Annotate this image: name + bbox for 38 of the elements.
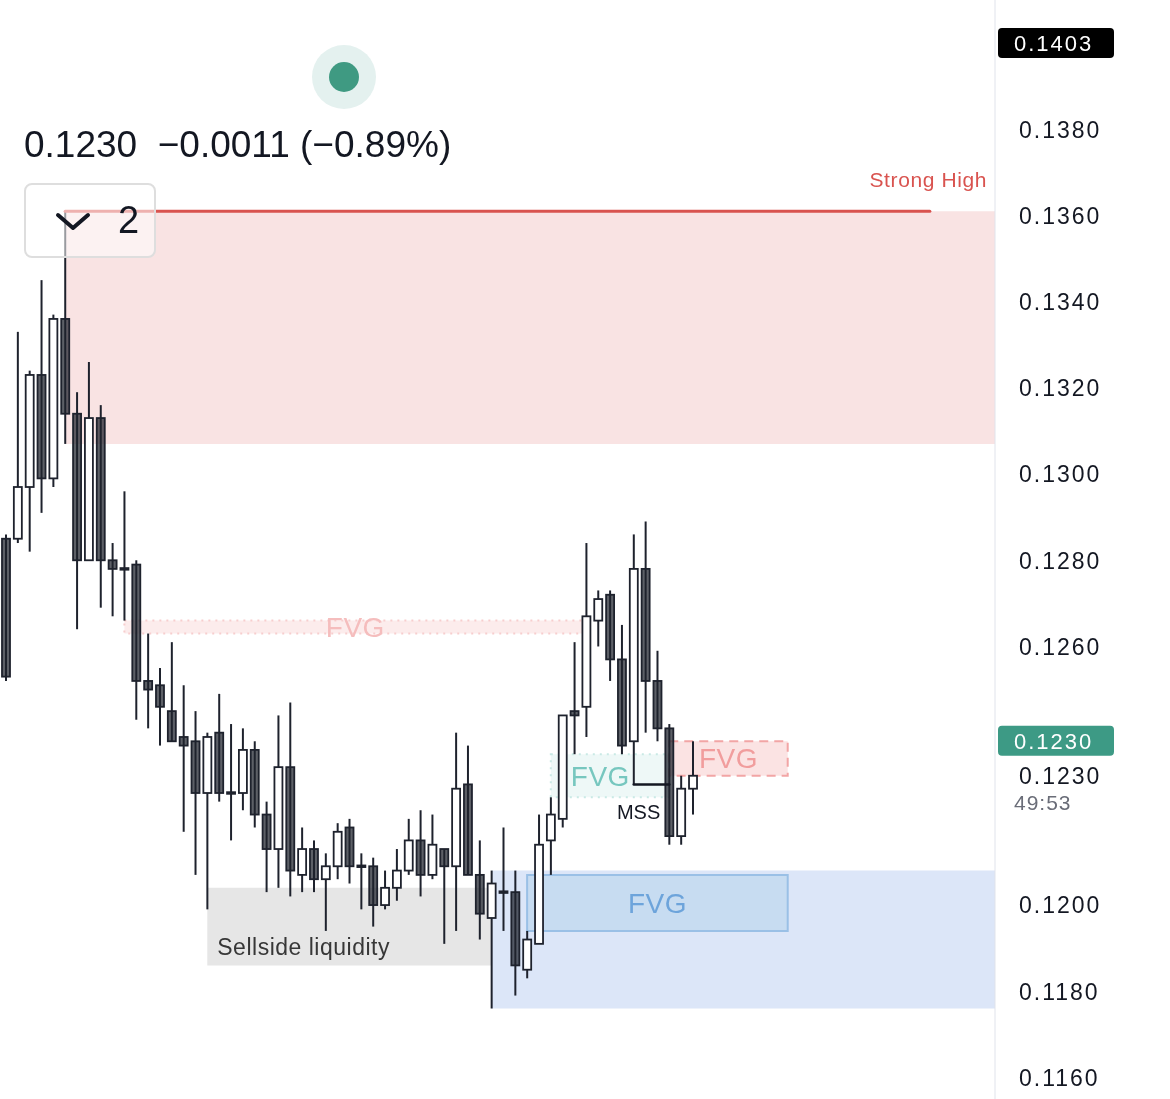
y-tick-label: 0.1160	[1019, 1064, 1100, 1091]
band-label: FVG	[627, 887, 687, 919]
candlestick	[155, 667, 165, 747]
text: 0.1230 −0.0011 (−0.89%)	[24, 123, 452, 167]
y-tick-label: 0.1360	[1019, 202, 1102, 229]
ref-line-label: Strong High	[869, 168, 987, 192]
band-label: FVG	[698, 743, 759, 775]
y-tick-label: 0.1200	[1019, 892, 1102, 919]
candlestick	[439, 848, 450, 945]
candlestick	[143, 632, 154, 730]
candlestick	[107, 542, 118, 618]
candlestick	[688, 740, 698, 816]
candlestick	[593, 589, 604, 648]
band-label: FVG	[325, 612, 385, 644]
y-tick-label: 0.1320	[1019, 375, 1102, 402]
y-tick-label: 0.1180	[1019, 978, 1100, 1005]
candlestick	[356, 852, 367, 911]
candlestick	[569, 641, 580, 756]
text: 49:53	[1014, 791, 1072, 815]
candlestick	[178, 684, 189, 833]
annotation: 2	[118, 199, 140, 241]
text: 0.1403	[1014, 30, 1094, 56]
candlestick	[498, 826, 509, 932]
band-label: FVG	[570, 760, 630, 792]
y-tick-label: 0.1260	[1019, 633, 1102, 660]
candlestick	[391, 848, 402, 902]
ref-line-label: MSS	[616, 801, 661, 824]
candlestick	[226, 723, 236, 842]
candlestick	[320, 852, 331, 932]
y-tick-label: 0.1280	[1019, 547, 1102, 574]
band-label: Sellside liquidity	[217, 934, 390, 961]
y-tick-label: 0.1340	[1019, 288, 1102, 315]
y-tick-label: 0.1300	[1019, 461, 1102, 488]
y-tick-label: 0.1380	[1019, 116, 1102, 143]
candlestick	[119, 490, 130, 622]
candlestick	[380, 869, 390, 911]
y-tick-label: 0.1230	[1019, 763, 1102, 790]
dropdown-button: 2	[24, 183, 156, 258]
